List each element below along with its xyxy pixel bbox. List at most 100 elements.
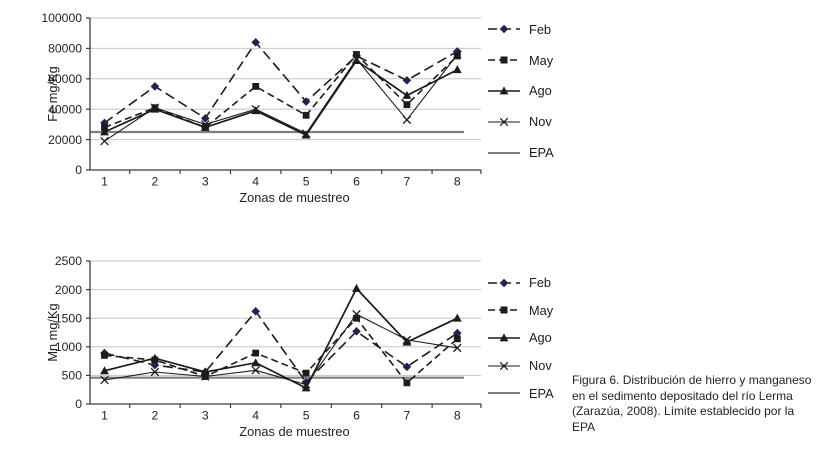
legend-label: May — [529, 302, 554, 318]
series-ago — [100, 55, 462, 139]
ago-line-triangle-icon — [488, 333, 520, 342]
series-line — [104, 313, 458, 386]
y-axis-label: Mn mg/Kg — [45, 303, 60, 361]
diamond-marker — [402, 362, 412, 372]
legend-item-epa: EPA — [487, 137, 554, 168]
legend-item-nov: Nov — [487, 352, 554, 380]
legend-label: Feb — [529, 275, 552, 291]
x-marker — [201, 120, 210, 129]
x-marker — [352, 54, 361, 64]
series-line — [104, 54, 458, 142]
legend-label: Nov — [529, 358, 552, 374]
legend-item-may: May — [487, 297, 554, 325]
square-marker — [403, 379, 411, 387]
legend-label: EPA — [529, 145, 554, 161]
diamond-marker — [201, 114, 210, 123]
epa-line-icon — [488, 151, 520, 154]
y-tick-label: 20000 — [48, 133, 82, 147]
y-tick-label: 0 — [75, 163, 82, 177]
y-tick-label: 100000 — [41, 11, 82, 25]
legend-label: Nov — [529, 114, 552, 130]
mn-legend: Feb May Ago Nov E — [487, 269, 554, 407]
diamond-marker — [150, 82, 160, 91]
triangle-marker — [100, 127, 109, 136]
x-tick-label: 8 — [454, 175, 461, 189]
x-marker — [251, 104, 260, 114]
y-tick-label: 60000 — [48, 72, 82, 86]
tick-labels: 0 500 1000 1500 2000 2500 1 2 3 4 5 6 7 8 — [55, 254, 461, 422]
y-tick-label: 500 — [62, 369, 83, 383]
x-marker — [150, 367, 160, 377]
triangle-marker — [100, 366, 109, 375]
legend-item-feb: Feb — [487, 14, 554, 45]
square-marker — [453, 52, 461, 60]
series-ago — [100, 283, 462, 392]
tick-labels: 0 20000 40000 60000 80000 100000 1 2 3 4 5 6 7 8 — [41, 11, 461, 188]
x-axis-label: Zonas de muestreo — [239, 424, 349, 439]
epa-line-icon — [488, 392, 520, 395]
legend-label: EPA — [529, 385, 554, 401]
series-line — [104, 40, 458, 124]
x-marker — [453, 50, 462, 59]
y-tick-label: 80000 — [48, 42, 82, 56]
x-marker — [251, 365, 260, 375]
diamond-marker — [402, 76, 412, 85]
legend-item-nov: Nov — [487, 106, 554, 137]
diamond-marker — [251, 38, 260, 47]
x-marker — [453, 343, 462, 353]
series-line — [104, 59, 458, 137]
y-tick-label: 2000 — [55, 283, 82, 297]
fe-chart: 0 20000 40000 60000 80000 100000 1 2 3 4 5 6 7 8 Zonas… — [41, 11, 482, 205]
legend-label: Ago — [529, 330, 552, 346]
y-tick-label: 1500 — [55, 311, 82, 325]
legend-item-ago: Ago — [487, 324, 554, 352]
diamond-marker — [301, 97, 311, 106]
square-marker — [302, 111, 310, 119]
legend-label: Ago — [529, 83, 552, 99]
y-tick-label: 0 — [75, 397, 82, 411]
x-tick-label: 5 — [303, 175, 310, 189]
gridlines — [90, 17, 481, 141]
triangle-marker — [301, 383, 311, 392]
may-line-square-icon — [488, 306, 520, 314]
figure-caption: Figura 6. Distribución de hierro y manga… — [572, 373, 812, 434]
x-tick-label: 4 — [252, 175, 259, 189]
feb-line-diamond-icon — [488, 278, 520, 288]
x-marker — [100, 136, 109, 146]
x-marker — [352, 309, 361, 319]
series-nov — [100, 309, 462, 389]
x-tick-label: 7 — [404, 409, 411, 423]
triangle-marker — [452, 65, 462, 74]
square-marker — [252, 349, 260, 357]
series-line — [104, 287, 458, 390]
x-marker — [301, 129, 311, 138]
series-line — [104, 309, 458, 384]
legend-label: Feb — [529, 21, 552, 37]
x-marker — [301, 380, 311, 389]
x-marker — [402, 335, 412, 345]
square-marker — [403, 101, 411, 109]
square-marker — [353, 51, 360, 58]
nov-line-x-icon — [488, 361, 520, 370]
series-line — [104, 316, 458, 384]
series-feb — [100, 38, 462, 128]
x-tick-label: 5 — [303, 409, 310, 423]
legend-label: May — [529, 52, 554, 68]
legend-item-may: May — [487, 45, 554, 76]
y-axis-label: Fe mg/Kg — [45, 66, 60, 121]
triangle-marker — [352, 283, 361, 292]
square-marker — [453, 335, 461, 343]
gridlines — [90, 260, 481, 376]
legend-item-ago: Ago — [487, 76, 554, 107]
x-marker — [402, 115, 412, 125]
triangle-marker — [150, 353, 160, 362]
x-marker — [100, 375, 109, 385]
x-tick-label: 6 — [353, 409, 360, 423]
square-marker — [353, 314, 360, 322]
mn-chart: 0 500 1000 1500 2000 2500 1 2 3 4 5 6 7 8 Zonas de mue… — [45, 254, 482, 439]
x-tick-label: 2 — [152, 175, 159, 189]
series-nov — [100, 50, 462, 146]
x-tick-label: 7 — [404, 175, 411, 189]
x-tick-label: 3 — [202, 409, 209, 423]
